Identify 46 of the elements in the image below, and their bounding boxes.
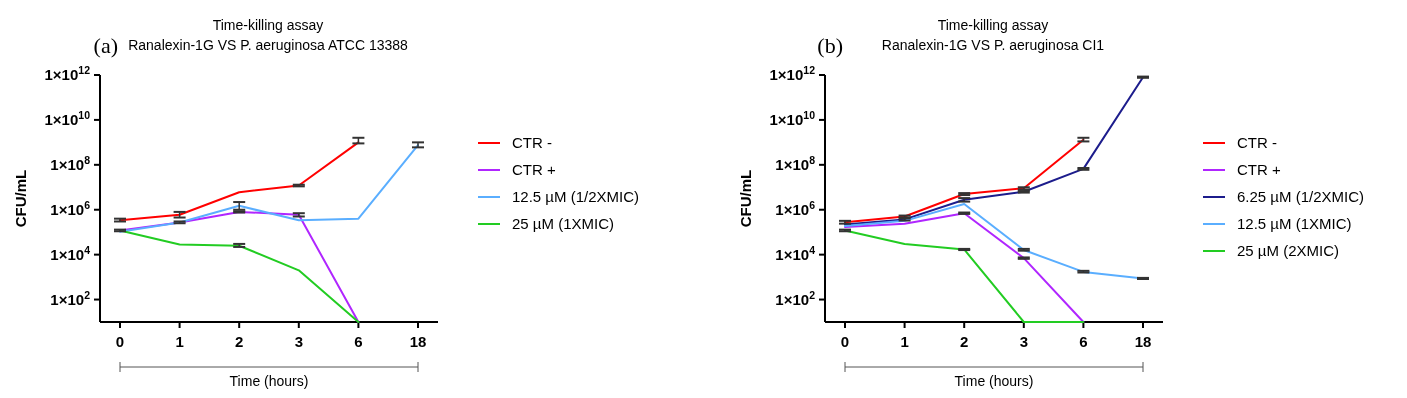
- y-tick-label: 1×10$^{4}$: [775, 243, 816, 263]
- chart-subtitle: Ranalexin-1G VS P. aeruginosa CI1: [881, 37, 1105, 53]
- line-series: [119, 144, 419, 233]
- line-series: [844, 138, 1085, 224]
- x-tick-label: 18: [409, 333, 427, 350]
- x-tick-label: 18: [1134, 333, 1152, 350]
- legend-label: CTR +: [512, 161, 556, 179]
- x-tick-label: 1: [900, 333, 909, 350]
- y-axis-title: CFU/mL: [737, 169, 754, 228]
- chart-title: Time-killing assay: [937, 17, 1049, 33]
- y-tick-label: 1×10$^{10}$: [44, 109, 91, 129]
- x-tick-label: 1: [175, 333, 184, 350]
- legend-label: CTR -: [1237, 134, 1277, 152]
- chart-title: Time-killing assay: [212, 17, 324, 33]
- y-axis-title: CFU/mL: [12, 169, 29, 228]
- x-tick-label: 6: [1079, 333, 1088, 350]
- y-tick-label: 1×10$^{8}$: [50, 154, 91, 174]
- y-tick-label: 1×10$^{6}$: [50, 198, 91, 218]
- y-tick-label: 1×10$^{12}$: [44, 64, 91, 84]
- text: (b): [817, 33, 843, 58]
- text: (a): [93, 33, 118, 58]
- x-axis-title: Time (hours): [229, 373, 309, 389]
- y-tick-label: 1×10$^{12}$: [769, 64, 816, 84]
- x-tick-label: 6: [354, 333, 363, 350]
- chart-subtitle: Ranalexin-1G VS P. aeruginosa ATCC 13388: [128, 37, 409, 53]
- x-axis-title: Time (hours): [954, 373, 1034, 389]
- y-tick-label: 1×10$^{6}$: [775, 198, 816, 218]
- legend-label: CTR -: [512, 134, 552, 152]
- y-tick-label: 1×10$^{10}$: [769, 109, 816, 129]
- x-tick-label: 0: [115, 333, 125, 350]
- legend-label: 6.25 µM (1/2XMIC): [1237, 188, 1365, 206]
- legend-label: 12.5 µM (1XMIC): [1237, 215, 1352, 233]
- legend-label: 12.5 µM (1/2XMIC): [512, 188, 640, 206]
- x-tick-label: 0: [840, 333, 850, 350]
- y-tick-label: 1×10$^{2}$: [50, 288, 91, 308]
- y-tick-label: 1×10$^{8}$: [775, 154, 816, 174]
- x-tick-label: 3: [294, 333, 303, 350]
- x-tick-label: 2: [235, 333, 244, 350]
- line-series: [844, 212, 1085, 323]
- x-tick-label: 3: [1019, 333, 1028, 350]
- x-tick-label: 2: [960, 333, 969, 350]
- legend-label: 25 µM (1XMIC): [512, 215, 614, 233]
- y-tick-label: 1×10$^{2}$: [775, 288, 816, 308]
- legend-label: CTR +: [1237, 161, 1281, 179]
- y-tick-label: 1×10$^{4}$: [50, 243, 91, 263]
- legend-label: 25 µM (2XMIC): [1237, 242, 1339, 260]
